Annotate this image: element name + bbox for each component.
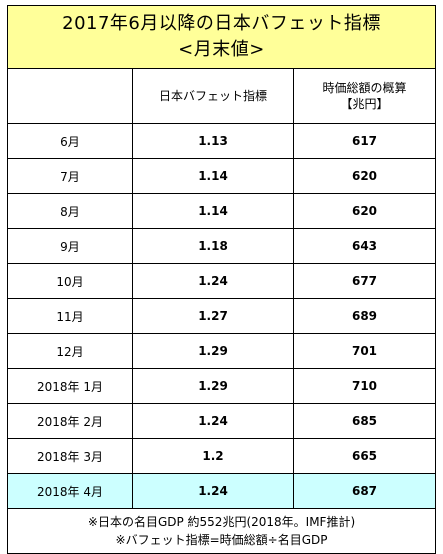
notes-row: ※日本の名目GDP 約552兆円(2018年。IMF推計) ※バフェット指標=時… (6, 508, 437, 554)
month-cell: 12月 (7, 333, 133, 369)
title-row: 2017年6月以降の日本バフェット指標 <月末値> (6, 5, 437, 69)
note-gdp: ※日本の名目GDP 約552兆円(2018年。IMF推計) (87, 515, 356, 529)
buffett-indicator-cell: 1.24 (132, 473, 294, 509)
notes: ※日本の名目GDP 約552兆円(2018年。IMF推計) ※バフェット指標=時… (6, 508, 437, 554)
market-cap-cell: 685 (292, 403, 437, 439)
buffett-indicator-cell: 1.18 (132, 228, 294, 264)
market-cap-cell: 617 (292, 123, 437, 159)
header-market-cap-unit: 【兆円】 (340, 97, 389, 111)
buffett-indicator-cell: 1.24 (132, 403, 294, 439)
month-cell: 2018年 4月 (7, 473, 133, 509)
table-row: 2018年 2月 1.24 685 (7, 403, 437, 439)
buffett-indicator-cell: 1.27 (132, 298, 294, 334)
month-cell: 9月 (7, 228, 133, 264)
buffett-indicator-cell: 1.24 (132, 263, 294, 299)
table-row: 2018年 4月 1.24 687 (7, 473, 437, 509)
table-row: 7月 1.14 620 (7, 158, 437, 194)
market-cap-cell: 677 (292, 263, 437, 299)
market-cap-cell: 710 (292, 368, 437, 404)
market-cap-cell: 701 (292, 333, 437, 369)
buffett-indicator-cell: 1.29 (132, 368, 294, 404)
header-buffett-indicator: 日本バフェット指標 (132, 68, 294, 124)
note-formula: ※バフェット指標=時価総額÷名目GDP (115, 533, 328, 547)
table-row: 11月 1.27 689 (7, 298, 437, 334)
data-rows: 6月 1.13 617 7月 1.14 620 8月 1.14 620 9月 1.18 643 10月 1… (7, 123, 437, 509)
market-cap-cell: 687 (292, 473, 437, 509)
month-cell: 10月 (7, 263, 133, 299)
header-market-cap-label: 時価総額の概算 (322, 81, 407, 95)
month-cell: 2018年 1月 (7, 368, 133, 404)
table-row: 2018年 3月 1.2 665 (7, 438, 437, 474)
header-market-cap: 時価総額の概算 【兆円】 (292, 68, 437, 124)
buffett-indicator-cell: 1.2 (132, 438, 294, 474)
month-cell: 6月 (7, 123, 133, 159)
header-month (7, 68, 133, 124)
market-cap-cell: 620 (292, 193, 437, 229)
table-row: 12月 1.29 701 (7, 333, 437, 369)
table-title: 2017年6月以降の日本バフェット指標 <月末値> (6, 5, 437, 69)
buffett-indicator-cell: 1.13 (132, 123, 294, 159)
table-row: 8月 1.14 620 (7, 193, 437, 229)
buffett-indicator-cell: 1.14 (132, 193, 294, 229)
header-row: 日本バフェット指標 時価総額の概算 【兆円】 (7, 68, 437, 124)
market-cap-cell: 689 (292, 298, 437, 334)
market-cap-cell: 643 (292, 228, 437, 264)
market-cap-cell: 620 (292, 158, 437, 194)
buffett-indicator-cell: 1.14 (132, 158, 294, 194)
table-row: 10月 1.24 677 (7, 263, 437, 299)
month-cell: 2018年 2月 (7, 403, 133, 439)
buffett-indicator-table: 2017年6月以降の日本バフェット指標 <月末値> 日本バフェット指標 時価総額… (6, 5, 437, 554)
table-row: 6月 1.13 617 (7, 123, 437, 159)
table-row: 9月 1.18 643 (7, 228, 437, 264)
table-row: 2018年 1月 1.29 710 (7, 368, 437, 404)
title-line-2: <月末値> (178, 39, 265, 60)
market-cap-cell: 665 (292, 438, 437, 474)
buffett-indicator-cell: 1.29 (132, 333, 294, 369)
month-cell: 8月 (7, 193, 133, 229)
month-cell: 11月 (7, 298, 133, 334)
month-cell: 2018年 3月 (7, 438, 133, 474)
title-line-1: 2017年6月以降の日本バフェット指標 (62, 13, 381, 34)
month-cell: 7月 (7, 158, 133, 194)
